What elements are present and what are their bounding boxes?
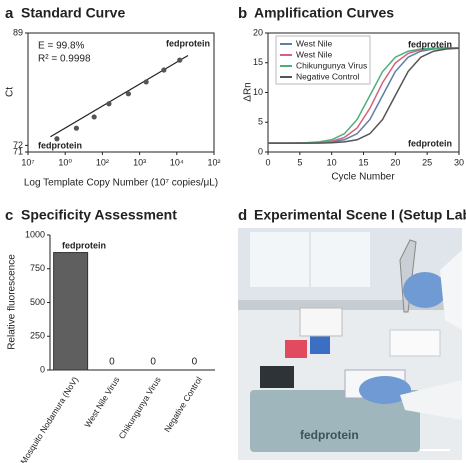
y-tick-label: 71 bbox=[13, 146, 23, 156]
y-tick-label: 750 bbox=[30, 263, 45, 273]
x-tick-label: 0 bbox=[265, 157, 270, 167]
legend-label: Chikungunya Virus bbox=[296, 60, 367, 70]
panel-title: Specificity Assessment bbox=[21, 207, 177, 223]
y-tick-label: 0 bbox=[40, 364, 45, 374]
scene-photo: fedprotein bbox=[238, 228, 462, 460]
y-tick-label: 0 bbox=[258, 146, 263, 156]
x-axis-label: Cycle Number bbox=[331, 172, 395, 183]
y-tick-label: 10 bbox=[253, 87, 263, 97]
scene-watermark: fedprotein bbox=[300, 428, 359, 442]
value-label: 0 bbox=[109, 357, 115, 368]
data-point bbox=[125, 91, 132, 97]
y-tick-label: 72 bbox=[13, 140, 23, 150]
panel-letter: a bbox=[5, 5, 14, 22]
watermark: fedprotein bbox=[38, 140, 82, 150]
data-point bbox=[177, 57, 183, 63]
y-tick-label: 15 bbox=[253, 57, 263, 67]
y-tick-label: 5 bbox=[258, 117, 263, 127]
fit-line bbox=[50, 54, 189, 138]
watermark: fedprotein bbox=[408, 138, 452, 148]
y-tick-label: 500 bbox=[30, 297, 45, 307]
annotation: R² = 0.9998 bbox=[38, 54, 91, 65]
y-axis-label: ΔRn bbox=[243, 82, 254, 101]
x-tick-label: 10⁴ bbox=[170, 157, 184, 167]
panel-title: Standard Curve bbox=[21, 5, 125, 21]
value-label: 0 bbox=[192, 357, 198, 368]
panel-letter: b bbox=[238, 5, 247, 22]
panel-title: Amplification Curves bbox=[254, 5, 394, 21]
data-point bbox=[143, 79, 149, 85]
y-axis-label: Relative fluorescence bbox=[7, 254, 18, 350]
data-point bbox=[91, 114, 97, 120]
amplification-curve bbox=[268, 47, 460, 144]
x-tick-label: 10³ bbox=[133, 157, 146, 167]
y-tick-label: 20 bbox=[253, 27, 263, 37]
data-point bbox=[161, 67, 167, 73]
x-tick-label: Negative Control bbox=[162, 375, 204, 434]
y-tick-label: 1000 bbox=[25, 229, 45, 239]
y-tick-label: 89 bbox=[13, 27, 23, 37]
x-tick-label: 30 bbox=[454, 157, 464, 167]
x-tick-label: Mosquito Nodamura (NoV) bbox=[18, 375, 80, 463]
legend-label: West Nile bbox=[296, 38, 332, 48]
panel-letter: c bbox=[5, 207, 13, 224]
legend-label: Negative Control bbox=[296, 71, 359, 81]
x-tick-label: 10⁰ bbox=[58, 157, 72, 167]
data-point bbox=[54, 136, 60, 142]
plot-frame bbox=[27, 32, 215, 153]
value-label: 0 bbox=[150, 357, 156, 368]
x-tick-label: 25 bbox=[422, 157, 432, 167]
watermark: fedprotein bbox=[408, 39, 452, 49]
x-tick-label: 5 bbox=[297, 157, 302, 167]
data-point bbox=[106, 101, 112, 107]
y-axis-label: Ct bbox=[5, 87, 16, 97]
watermark: fedprotein bbox=[166, 38, 210, 48]
panel-title: Experimental Scene I (Setup Lab) bbox=[254, 207, 466, 223]
panel-letter: d bbox=[238, 207, 247, 224]
y-tick-label: 250 bbox=[30, 331, 45, 341]
data-point bbox=[73, 125, 79, 131]
bar bbox=[53, 252, 89, 371]
x-tick-label: 10⁷ bbox=[21, 157, 34, 167]
x-tick-label: 15 bbox=[358, 157, 368, 167]
x-axis-label: Log Template Copy Number (10⁷ copies/μL) bbox=[24, 178, 218, 189]
x-tick-label: 10² bbox=[96, 157, 109, 167]
x-tick-label: West Nile Virus bbox=[82, 375, 121, 429]
annotation: E = 99.8% bbox=[38, 41, 85, 52]
watermark: fedprotein bbox=[62, 240, 106, 250]
x-tick-label: 20 bbox=[390, 157, 400, 167]
x-tick-label: 10 bbox=[327, 157, 337, 167]
x-tick-label: 10² bbox=[207, 157, 220, 167]
legend-label: West Nile bbox=[296, 49, 332, 59]
x-tick-label: Chikungunya Virus bbox=[117, 375, 163, 441]
